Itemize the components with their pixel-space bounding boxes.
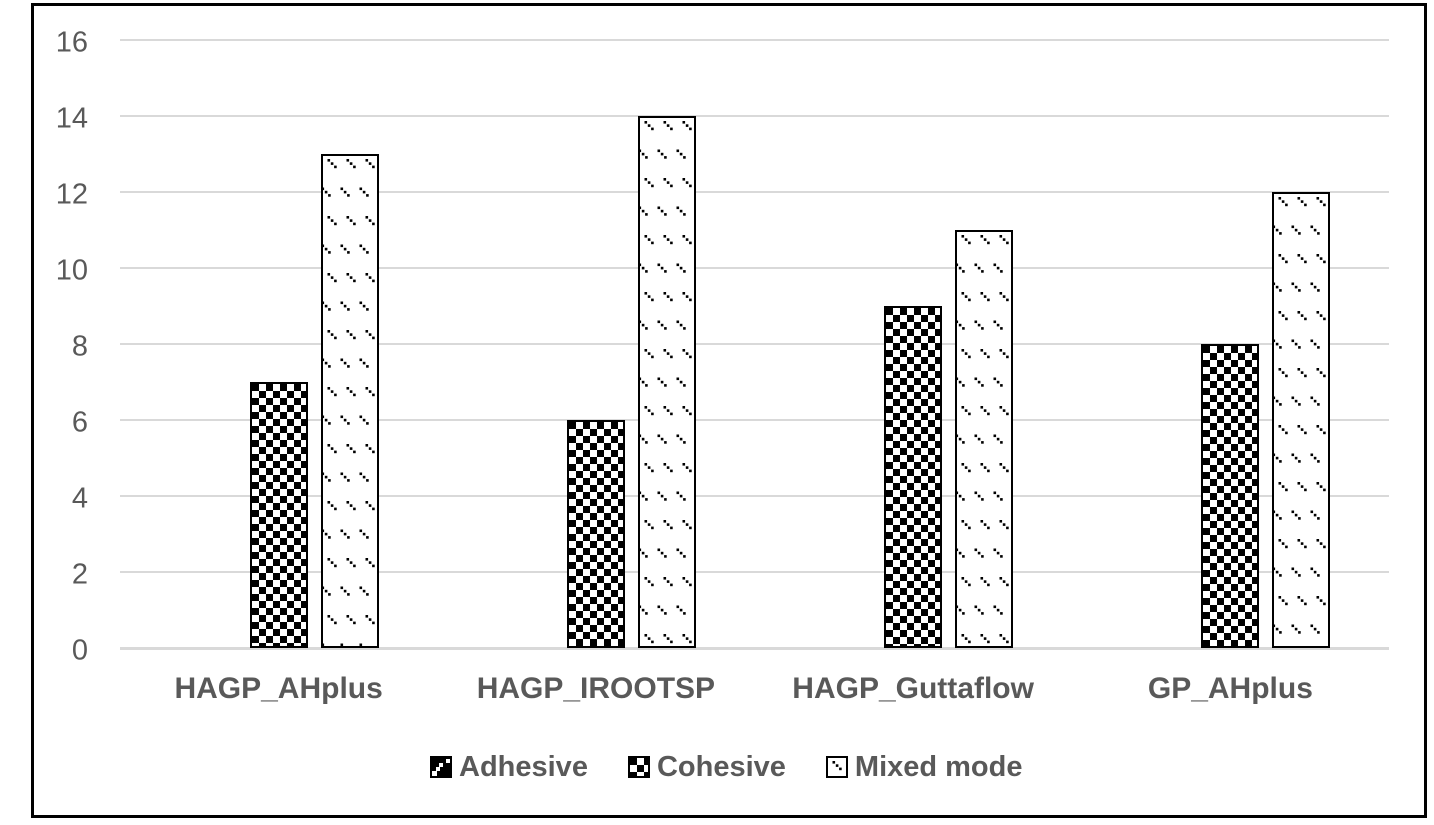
- gridline-14: [120, 115, 1389, 117]
- x-category-label-HAGP_IROOTSP: HAGP_IROOTSP: [476, 672, 716, 705]
- mixed-mode-pattern-swatch-icon: [825, 756, 848, 778]
- bar-cohesive-GP_AHplus: [1201, 344, 1260, 648]
- legend-label: Cohesive: [656, 751, 786, 783]
- chart-legend: Adhesive Cohesive Mixed mode: [430, 751, 1023, 783]
- gridline-2: [120, 571, 1389, 573]
- y-tick-label-8: 8: [71, 330, 88, 363]
- bar-cohesive-HAGP_AHplus: [249, 382, 308, 648]
- chart-frame: [31, 3, 1427, 818]
- legend-label: Mixed mode: [854, 751, 1023, 783]
- legend-item-adhesive: Adhesive: [430, 751, 588, 783]
- x-category-label-HAGP_Guttaflow: HAGP_Guttaflow: [792, 672, 1034, 705]
- bar-cohesive-HAGP_Guttaflow: [884, 306, 943, 648]
- bar-cohesive-HAGP_IROOTSP: [566, 420, 625, 648]
- cohesive-pattern-swatch-icon: [627, 756, 650, 778]
- x-category-label-GP_AHplus: GP_AHplus: [1147, 672, 1313, 705]
- legend-item-cohesive: Cohesive: [627, 751, 786, 783]
- y-tick-label-12: 12: [55, 178, 88, 211]
- gridline-10: [120, 267, 1389, 269]
- legend-item-mixed-mode: Mixed mode: [825, 751, 1023, 783]
- bar-mixed-mode-GP_AHplus: [1272, 192, 1331, 648]
- gridline-0: [120, 646, 1389, 650]
- gridline-16: [120, 39, 1389, 41]
- y-tick-label-0: 0: [71, 634, 88, 667]
- y-tick-label-10: 10: [55, 254, 88, 287]
- y-tick-label-4: 4: [71, 482, 88, 515]
- x-category-label-HAGP_AHplus: HAGP_AHplus: [174, 672, 383, 705]
- gridline-4: [120, 495, 1389, 497]
- gridline-6: [120, 419, 1389, 421]
- gridline-12: [120, 191, 1389, 193]
- adhesive-pattern-swatch-icon: [430, 756, 452, 778]
- bar-mixed-mode-HAGP_AHplus: [320, 154, 379, 648]
- y-tick-label-16: 16: [55, 26, 88, 59]
- y-tick-label-14: 14: [55, 102, 88, 135]
- bar-mixed-mode-HAGP_IROOTSP: [637, 116, 696, 648]
- legend-label: Adhesive: [459, 751, 588, 783]
- bar-mixed-mode-HAGP_Guttaflow: [955, 230, 1014, 648]
- gridline-8: [120, 343, 1389, 345]
- y-tick-label-6: 6: [71, 406, 88, 439]
- y-tick-label-2: 2: [71, 558, 88, 591]
